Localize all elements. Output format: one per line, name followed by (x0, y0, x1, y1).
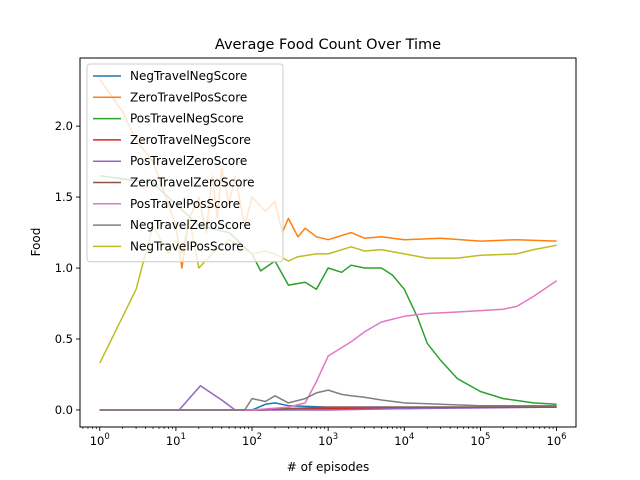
x-tick-label: 104 (394, 432, 414, 448)
legend-label: NegTravelPosScore (130, 239, 244, 253)
legend-label: ZeroTravelZeroScore (130, 176, 255, 190)
x-tick-label: 106 (547, 432, 567, 448)
y-axis-label: Food (29, 228, 43, 257)
legend-label: ZeroTravelPosScore (130, 90, 247, 104)
x-tick-label: 105 (470, 432, 490, 448)
x-axis-label: # of episodes (287, 460, 369, 474)
y-tick-label: 0.5 (55, 332, 73, 346)
legend-label: PosTravelZeroScore (130, 154, 247, 168)
series-line-7 (99, 389, 557, 411)
legend: NegTravelNegScore ZeroTravelPosScore PosTr… (86, 63, 284, 263)
y-tick-label: 1.5 (55, 190, 73, 204)
x-tick-label: 100 (90, 432, 110, 448)
x-tick-label: 101 (166, 432, 186, 448)
chart-title: Average Food Count Over Time (215, 37, 441, 53)
legend-box (86, 63, 284, 263)
series-line-6 (99, 280, 558, 411)
legend-label: PosTravelNegScore (130, 112, 244, 126)
legend-label: ZeroTravelNegScore (130, 133, 251, 147)
x-axis: 100 101 102 103 104 105 106 (82, 427, 567, 448)
legend-label: NegTravelZeroScore (130, 218, 251, 232)
legend-label: PosTravelPosScore (130, 197, 240, 211)
y-tick-label: 1.0 (55, 261, 73, 275)
x-tick-label: 102 (242, 432, 262, 448)
x-tick-label: 103 (318, 432, 338, 448)
legend-label: NegTravelNegScore (130, 69, 247, 83)
y-axis: 0.0 0.5 1.0 1.5 2.0 (55, 119, 80, 417)
y-tick-label: 0.0 (55, 403, 73, 417)
y-tick-label: 2.0 (55, 119, 73, 133)
